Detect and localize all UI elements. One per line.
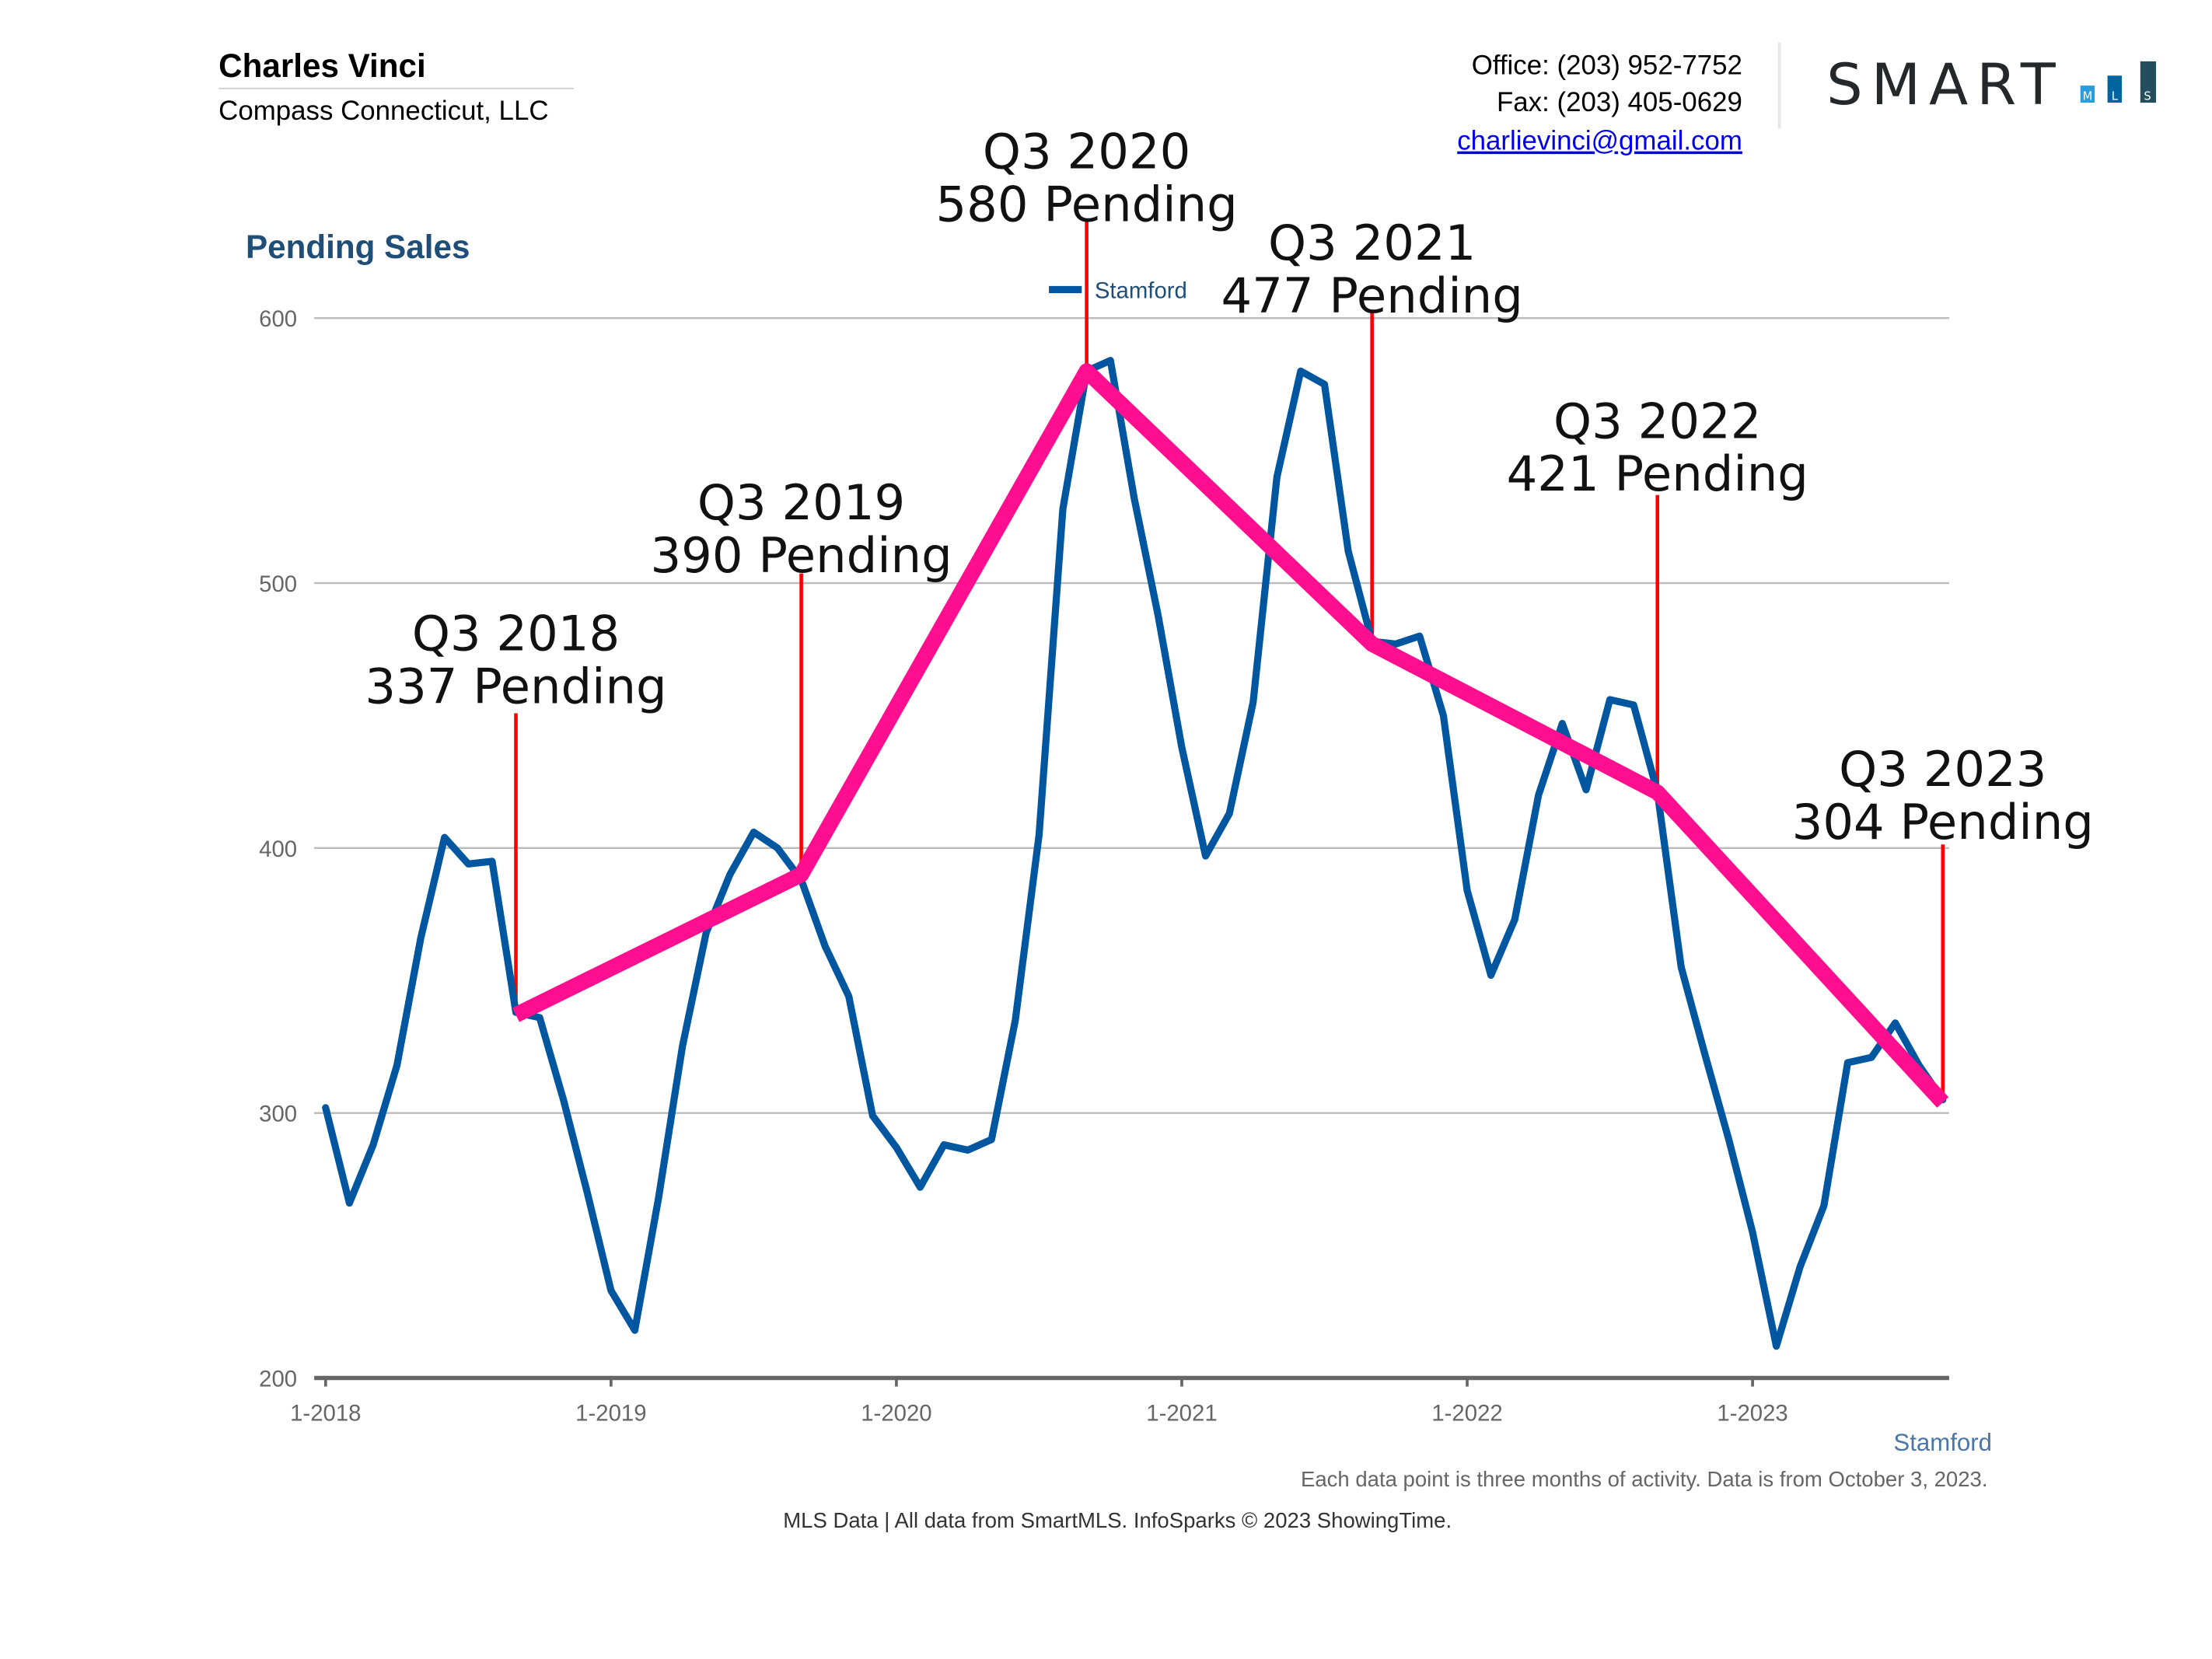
x-tick-label: 1-2019 — [575, 1401, 646, 1427]
brokerage-name: Compass Connecticut, LLC — [218, 96, 548, 126]
office-phone: Office: (203) 952-7752 — [1472, 50, 1742, 80]
trend-line — [512, 363, 1949, 1108]
x-tick-label: 1-2021 — [1146, 1401, 1217, 1427]
annotation-period: Q3 2019 — [697, 474, 905, 531]
data-note: Each data point is three months of activ… — [1301, 1467, 1987, 1491]
annotation-period: Q3 2021 — [1268, 215, 1476, 271]
annotation-period: Q3 2023 — [1839, 741, 2046, 798]
logo-l: L — [2112, 89, 2119, 103]
annotation-value: 580 Pending — [936, 176, 1238, 232]
annotation-value: 390 Pending — [650, 527, 952, 584]
fax-number: Fax: (203) 405-0629 — [1497, 87, 1742, 117]
x-axis: 1-2018 1-2019 1-2020 1-2021 1-2022 1-2023 — [290, 1375, 1949, 1427]
source-credit: MLS Data | All data from SmartMLS. InfoS… — [783, 1508, 1452, 1532]
logo-m: M — [2083, 89, 2093, 103]
y-tick-label: 200 — [259, 1367, 297, 1392]
annotation-value: 304 Pending — [1792, 794, 2094, 850]
annotation-period: Q3 2018 — [412, 606, 620, 662]
logo-bar-l — [2107, 75, 2122, 103]
region-label: Stamford — [1893, 1429, 1992, 1456]
y-tick-label: 600 — [259, 306, 297, 332]
x-tick-label: 1-2023 — [1717, 1401, 1787, 1427]
x-tick-label: 1-2022 — [1431, 1401, 1502, 1427]
logo-bar-m — [2080, 86, 2095, 103]
legend[interactable]: Stamford — [1049, 278, 1187, 303]
email-link[interactable]: charlievinci@gmail.com — [1457, 126, 1742, 156]
annotation-value: 337 Pending — [365, 658, 666, 715]
agent-name: Charles Vinci — [218, 47, 426, 84]
logo-s: S — [2144, 89, 2151, 103]
chart-title: Pending Sales — [246, 229, 470, 265]
y-tick-label: 400 — [259, 836, 297, 862]
trend-polyline — [512, 363, 1949, 1108]
smartmls-logo: SMART M L S — [1826, 52, 2156, 118]
annotation-value: 421 Pending — [1507, 445, 1808, 502]
annotation-value: 477 Pending — [1221, 267, 1523, 324]
annotation-lines — [514, 221, 1945, 1103]
y-tick-label: 300 — [259, 1102, 297, 1127]
x-tick-label: 1-2018 — [290, 1401, 361, 1427]
annotation-period: Q3 2022 — [1553, 393, 1761, 449]
logo-text: SMART — [1826, 52, 2064, 118]
annotation-period: Q3 2020 — [983, 124, 1190, 180]
gridlines — [314, 316, 1949, 1114]
logo-bar-s — [2140, 61, 2156, 103]
series-line-stamford — [322, 357, 1947, 1350]
x-tick-label: 1-2020 — [861, 1401, 931, 1427]
series-stamford — [322, 357, 1947, 1350]
y-axis: 200 300 400 500 600 — [259, 306, 297, 1392]
y-tick-label: 500 — [259, 571, 297, 597]
legend-label-stamford: Stamford — [1095, 278, 1187, 303]
